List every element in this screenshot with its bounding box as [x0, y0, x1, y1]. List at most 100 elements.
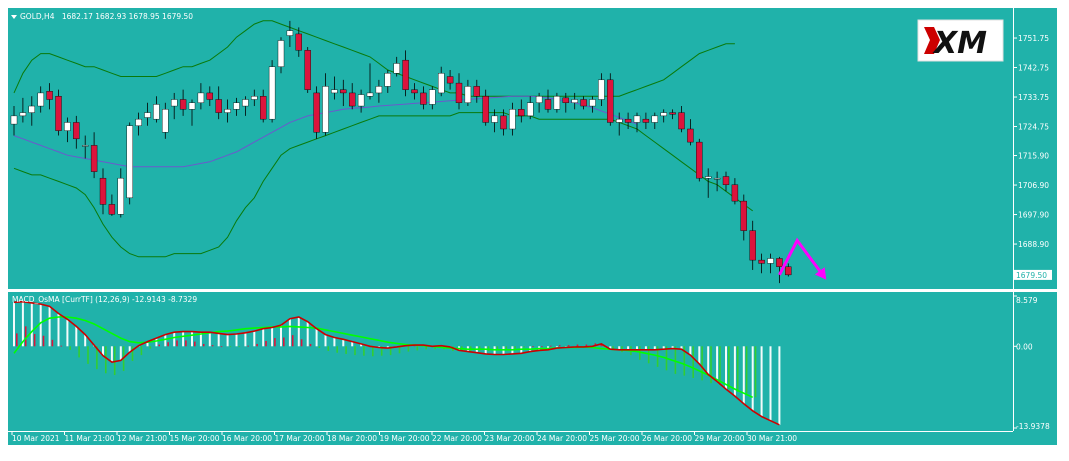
bear-candle [55, 96, 62, 131]
bear-candle [340, 89, 347, 94]
bull-candle [384, 73, 391, 87]
dropdown-triangle-icon[interactable] [11, 15, 17, 19]
bear-candle [749, 230, 756, 261]
macd-histogram-bar [733, 346, 736, 397]
osma-histogram-bar [425, 346, 427, 350]
bull-candle [705, 176, 712, 179]
bull-candle [162, 109, 169, 133]
current-price-marker: 1679.50 [1014, 269, 1052, 280]
time-tick-label: 26 Mar 20:00 [642, 434, 692, 443]
bear-candle [722, 176, 730, 185]
macd-histogram-bar [208, 332, 211, 347]
osma-histogram-bar [434, 346, 436, 350]
macd-histogram-bar [110, 346, 113, 363]
bear-candle [544, 99, 552, 110]
bull-candle [438, 73, 445, 94]
bear-candle [313, 92, 320, 133]
indicator-tick-label: 0.00 [1016, 342, 1033, 351]
bear-candle [776, 258, 783, 267]
time-tick-label: 15 Mar 20:00 [170, 434, 220, 443]
price-pane[interactable] [8, 8, 1013, 289]
forecast-arrow-path [778, 237, 826, 278]
osma-histogram-bar [496, 346, 499, 351]
macd-histogram-bar [618, 346, 621, 350]
macd-histogram-bar [191, 331, 193, 347]
indicator-pane[interactable] [8, 292, 1013, 431]
osma-histogram-bar [683, 346, 686, 376]
osma-histogram-bar [416, 346, 419, 351]
osma-histogram-bar [105, 346, 107, 374]
bear-candle [562, 97, 569, 103]
osma-histogram-bar [309, 343, 312, 347]
macd-histogram-bar [39, 304, 42, 347]
logo-accent-mark [924, 27, 940, 54]
bear-candle [99, 177, 107, 205]
bull-candle [135, 118, 142, 126]
osma-histogram-bar [710, 346, 712, 384]
osma-histogram-bar [336, 346, 338, 353]
osma-histogram-bar [113, 346, 116, 376]
macd-histogram-bar [280, 325, 282, 347]
bull-candle [660, 112, 667, 117]
bear-candle [46, 91, 53, 100]
macd-histogram-bar [662, 346, 665, 350]
macd-histogram-bar [751, 346, 754, 411]
forecast-arrowhead [814, 267, 827, 280]
bull-candle [37, 92, 44, 107]
osma-histogram-bar [33, 333, 36, 347]
osma-histogram-bar [505, 346, 508, 350]
macd-histogram-bar [253, 331, 256, 347]
osma-histogram-bar [78, 346, 80, 358]
bear-candle [669, 112, 676, 115]
osma-histogram-bar [398, 346, 401, 354]
macd-histogram-bar [342, 339, 345, 347]
bear-candle [687, 128, 694, 143]
osma-histogram-bar [87, 346, 89, 364]
osma-histogram-bar [576, 344, 579, 347]
macd-histogram-bar [297, 316, 300, 347]
osma-histogram-bar [585, 344, 588, 347]
price-tick-label: 1751.75 [1018, 34, 1049, 43]
price-axis-ticks: 1751.75 1742.75 1733.75 1724.75 1715.90 1706.… [1013, 34, 1049, 249]
osma-histogram-bar [754, 346, 757, 398]
osma-histogram-bar [567, 345, 570, 347]
osma-histogram-bar [176, 340, 178, 347]
osma-histogram-bar [550, 345, 552, 347]
bear-candle [696, 141, 703, 179]
macd-histogram-bar [199, 332, 202, 347]
bear-candle [206, 92, 214, 100]
bull-candle [464, 86, 472, 103]
bull-candle [188, 102, 196, 110]
osma-histogram-bar [194, 341, 196, 347]
osma-histogram-bar [728, 346, 730, 390]
forecast-arrow [778, 237, 827, 280]
time-tick-label: 11 Mar 21:00 [65, 434, 115, 443]
bollinger-bands-layer [13, 20, 753, 258]
bull-candle [375, 86, 383, 94]
macd-histogram-bar [173, 332, 176, 347]
osma-histogram-bar [16, 333, 18, 347]
bull-candle [535, 96, 543, 103]
osma-histogram-bar [274, 338, 276, 347]
bull-candle [28, 105, 35, 113]
osma-histogram-bar [532, 346, 534, 348]
bull-candle [553, 96, 561, 110]
bull-candle [242, 99, 249, 107]
bull-candle [322, 86, 329, 133]
bear-candle [678, 112, 685, 130]
macd-histogram-bar [288, 318, 291, 347]
bull-candle [616, 118, 623, 123]
bear-candle [304, 50, 311, 90]
osma-histogram-bar [318, 346, 321, 349]
osma-histogram-bar [514, 346, 516, 349]
bull-candle [767, 258, 774, 264]
price-tick-label: 1706.90 [1018, 181, 1049, 190]
bull-candle [81, 145, 89, 147]
bull-candle [277, 40, 285, 67]
macd-histogram-bar [262, 328, 265, 347]
bull-candle [251, 96, 258, 100]
bull-candle [713, 177, 721, 180]
bear-candle [411, 89, 418, 94]
osma-histogram-bar [372, 346, 374, 357]
